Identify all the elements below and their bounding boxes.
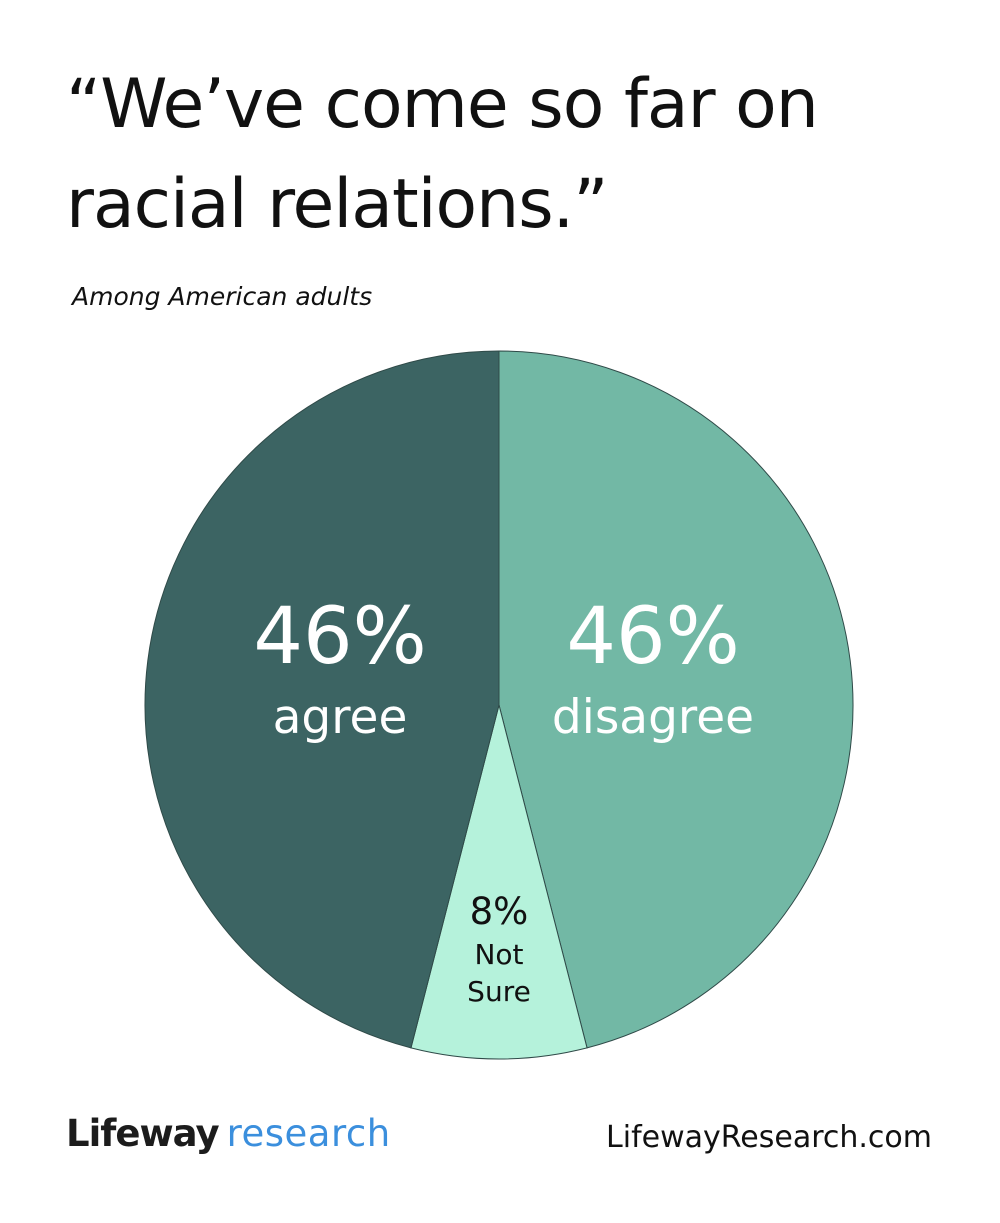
logo-word-lifeway: Lifeway — [66, 1112, 220, 1155]
slice-label-not-sure-2: Sure — [467, 975, 531, 1008]
slice-label-agree: agree — [273, 690, 408, 745]
title-line-2: racial relations.” — [66, 165, 608, 244]
footer-url: LifewayResearch.com — [606, 1120, 932, 1155]
slice-percent-agree: 46% — [253, 592, 426, 682]
title-line-1: “We’ve come so far on — [66, 65, 819, 144]
slice-label-not-sure-1: Not — [474, 938, 523, 971]
chart-title: “We’ve come so far on racial relations.” — [66, 55, 966, 255]
chart-subtitle: Among American adults — [72, 282, 373, 311]
logo-word-research: research — [226, 1112, 391, 1155]
slice-label-disagree: disagree — [552, 690, 754, 745]
pie-slice-agree — [144, 350, 500, 1049]
pie-slice-not-sure — [410, 704, 588, 1060]
lifeway-research-logo: Lifeway research — [66, 1112, 391, 1155]
slice-percent-disagree: 46% — [566, 592, 739, 682]
slice-percent-not-sure: 8% — [470, 890, 529, 933]
pie-slice-disagree — [498, 350, 854, 1049]
